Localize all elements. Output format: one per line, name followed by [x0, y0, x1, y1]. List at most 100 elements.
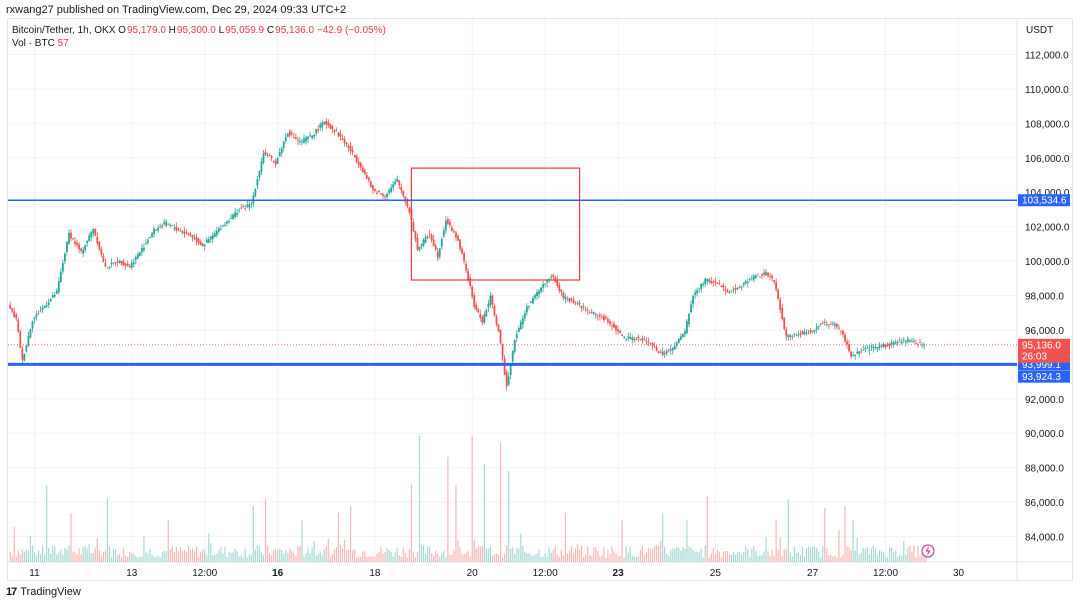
candle-body: [386, 193, 388, 197]
volume-bar: [104, 550, 107, 562]
candle-body: [532, 298, 534, 304]
volume-bar: [230, 552, 232, 562]
candle-body: [475, 304, 478, 310]
candle-body: [690, 304, 692, 313]
x-tick-label: 27: [807, 568, 819, 579]
candle-body: [813, 329, 816, 332]
volume-bar: [212, 555, 214, 562]
footer-brand[interactable]: TradingView: [20, 586, 81, 598]
candle-body: [538, 290, 540, 295]
candle-body: [240, 207, 243, 209]
candle-body: [15, 314, 18, 319]
volume-bar: [801, 546, 804, 562]
candle-body: [250, 204, 253, 205]
volume-bar: [777, 549, 779, 562]
volume-bar: [641, 546, 643, 562]
volume-bar: [508, 471, 510, 562]
volume-bar: [501, 557, 504, 562]
volume-bar: [655, 545, 658, 562]
candle-body: [481, 317, 484, 323]
candle-body: [517, 327, 520, 332]
candle-body: [155, 229, 157, 231]
volume-bar: [94, 548, 96, 562]
candle-body: [110, 262, 113, 265]
volume-bar: [42, 545, 44, 562]
volume-bar: [878, 550, 881, 562]
candle-body: [671, 347, 674, 351]
candle-body: [106, 267, 109, 269]
candle-body: [852, 354, 855, 356]
candle-body: [189, 234, 192, 236]
volume-bar: [11, 556, 13, 562]
volume-label[interactable]: Vol · BTC: [12, 38, 55, 49]
volume-bar: [668, 556, 670, 562]
volume-bar: [546, 556, 548, 562]
candle-body: [118, 260, 121, 263]
volume-bar: [96, 538, 98, 562]
candle-body: [769, 276, 771, 277]
symbol-label[interactable]: Bitcoin/Tether, 1h, OKX: [12, 25, 116, 36]
candle-body: [465, 264, 468, 271]
volume-bar: [238, 556, 240, 562]
candle-body: [797, 334, 800, 336]
volume-bar: [536, 553, 538, 562]
volume-bar: [921, 551, 923, 562]
y-tick-label: 84,000.0: [1025, 533, 1064, 544]
candle-body: [759, 276, 761, 278]
volume-bar: [672, 548, 674, 562]
volume-bar: [483, 464, 485, 562]
candle-body: [530, 301, 532, 303]
volume-bar: [795, 552, 797, 562]
candle-body: [831, 322, 834, 324]
candle-body: [698, 288, 701, 290]
candle-body: [311, 135, 314, 139]
candle-body: [789, 334, 792, 337]
volume-bar: [299, 546, 301, 562]
volume-bar: [222, 553, 224, 562]
candle-body: [262, 153, 265, 163]
candle-body: [333, 129, 336, 132]
volume-bar: [82, 546, 84, 562]
volume-bar: [690, 547, 692, 562]
candle-body: [740, 287, 743, 288]
candle-body: [264, 152, 267, 155]
volume-bar: [919, 555, 921, 562]
candle-body: [70, 232, 72, 239]
volume-bar: [68, 545, 70, 562]
candle-body: [900, 341, 903, 344]
volume-bar: [157, 555, 159, 562]
candle-body: [858, 351, 861, 354]
volume-bar: [846, 546, 848, 562]
candle-body: [540, 287, 542, 292]
volume-bar: [114, 549, 117, 562]
y-tick-label: 110,000.0: [1025, 85, 1069, 96]
volume-bar: [747, 548, 749, 562]
volume-bar: [210, 543, 212, 562]
volume-bar: [692, 549, 694, 562]
volume-bar: [347, 549, 350, 562]
volume-bar: [76, 554, 78, 562]
candle-body: [576, 303, 579, 305]
volume-bar: [463, 554, 465, 562]
volume-bar: [25, 549, 27, 562]
candle-body: [574, 302, 577, 304]
candle-body: [611, 325, 613, 327]
volume-bar: [439, 556, 441, 562]
candle-body: [491, 295, 494, 305]
candle-body: [870, 346, 873, 348]
candle-body: [406, 199, 409, 207]
volume-bar: [177, 551, 179, 562]
candle-body: [785, 329, 788, 337]
candle-body: [191, 235, 194, 238]
volume-bar: [400, 556, 402, 562]
volume-bar: [66, 549, 68, 562]
volume-bar: [864, 549, 866, 562]
volume-bar: [277, 550, 279, 562]
candle-body: [270, 156, 273, 158]
candle-body: [341, 138, 344, 140]
candle-body: [193, 238, 196, 240]
candle-body: [80, 248, 83, 251]
candle-body: [720, 285, 723, 288]
volume-bar: [651, 548, 654, 562]
